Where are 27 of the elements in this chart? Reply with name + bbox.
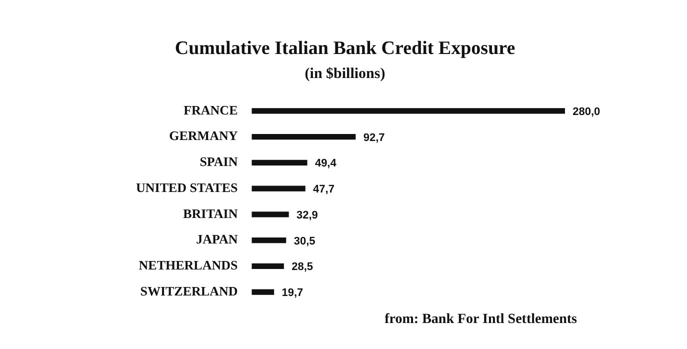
y-tick-label: UNITED STATES [136, 180, 238, 195]
bar [252, 237, 286, 244]
y-tick-label: GERMANY [169, 128, 238, 144]
data-label: 28,5 [292, 261, 314, 274]
data-label: 19,7 [282, 287, 304, 300]
y-tick-label: FRANCE [184, 102, 238, 118]
bar [252, 108, 565, 114]
data-label: 49,4 [314, 158, 338, 170]
bar [252, 212, 289, 218]
y-tick-label: SWITZERLAND [140, 283, 238, 298]
chart-title: Cumulative Italian Bank Credit Exposure [174, 38, 516, 59]
chart-subtitle: (in $billions) [304, 66, 386, 82]
bar [252, 134, 356, 140]
y-tick-label: BRITAIN [183, 206, 238, 221]
bar [252, 289, 274, 295]
data-label: 92,7 [363, 132, 385, 144]
data-label: 30,5 [294, 235, 316, 248]
data-label: 47,7 [313, 184, 334, 196]
y-tick-label: NETHERLANDS [138, 258, 238, 273]
text: from: Bank For Intl Settlements [384, 312, 578, 327]
bar [252, 263, 284, 270]
bar [252, 160, 308, 166]
y-tick-label: SPAIN [200, 154, 238, 170]
bar [252, 186, 306, 192]
data-label: 32,9 [296, 209, 318, 222]
y-tick-label: JAPAN [196, 232, 238, 247]
data-label: 280,0 [572, 106, 600, 118]
